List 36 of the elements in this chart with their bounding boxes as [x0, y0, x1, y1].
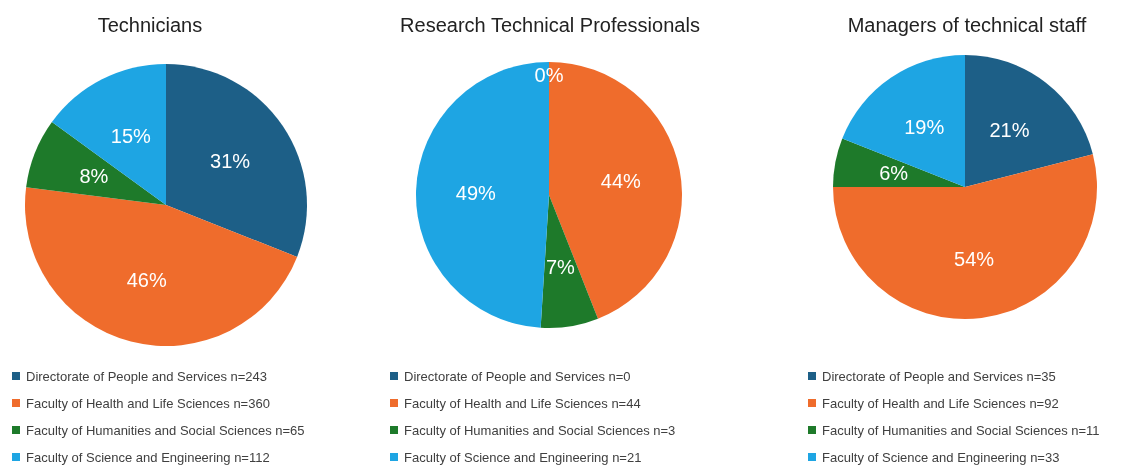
chart-title: Research Technical Professionals [400, 14, 700, 36]
legend-label: Faculty of Science and Engineering n=21 [404, 449, 642, 465]
legend-label: Faculty of Health and Life Sciences n=44 [404, 395, 641, 411]
legend-label: Faculty of Health and Life Sciences n=360 [26, 395, 270, 411]
pie-slice [540, 195, 598, 328]
legend-label: Directorate of People and Services n=35 [822, 368, 1056, 384]
pie-slice [965, 55, 1093, 187]
data-label: 31% [210, 150, 251, 173]
chart-title: Managers of technical staff [847, 14, 1087, 36]
pie-slice [51, 64, 166, 205]
data-label: 21% [989, 118, 1030, 141]
data-label: 19% [904, 115, 945, 138]
data-label: 7% [545, 256, 576, 279]
pie-slice [833, 138, 965, 187]
legend-label: Faculty of Humanities and Social Sciences n=11 [822, 422, 1100, 438]
data-label: 49% [455, 181, 497, 204]
data-label: 6% [879, 162, 909, 185]
legend-label: Faculty of Science and Engineering n=33 [822, 449, 1060, 465]
pie-slice [842, 55, 965, 187]
legend-label: Directorate of People and Services n=243 [26, 368, 268, 384]
legend-label: Faculty of Science and Engineering n=112 [26, 449, 270, 465]
legend-label: Directorate of People and Services n=0 [404, 368, 631, 384]
data-label: 54% [954, 248, 995, 271]
data-label: 8% [79, 165, 109, 188]
pie-slice [26, 122, 166, 205]
chart-title: Technicians [97, 14, 203, 36]
legend-label: Faculty of Humanities and Social Sciences n=3 [404, 422, 676, 438]
pie-slice [833, 154, 1097, 319]
text: 0% [534, 64, 564, 87]
legend-label: Faculty of Health and Life Sciences n=92 [822, 395, 1059, 411]
data-label: 44% [600, 170, 642, 193]
pie-slice [166, 64, 307, 257]
legend-label: Faculty of Humanities and Social Sciences n=65 [26, 422, 305, 438]
data-label: 46% [126, 269, 167, 292]
pie-slice [25, 187, 298, 346]
data-label: 15% [110, 124, 152, 147]
